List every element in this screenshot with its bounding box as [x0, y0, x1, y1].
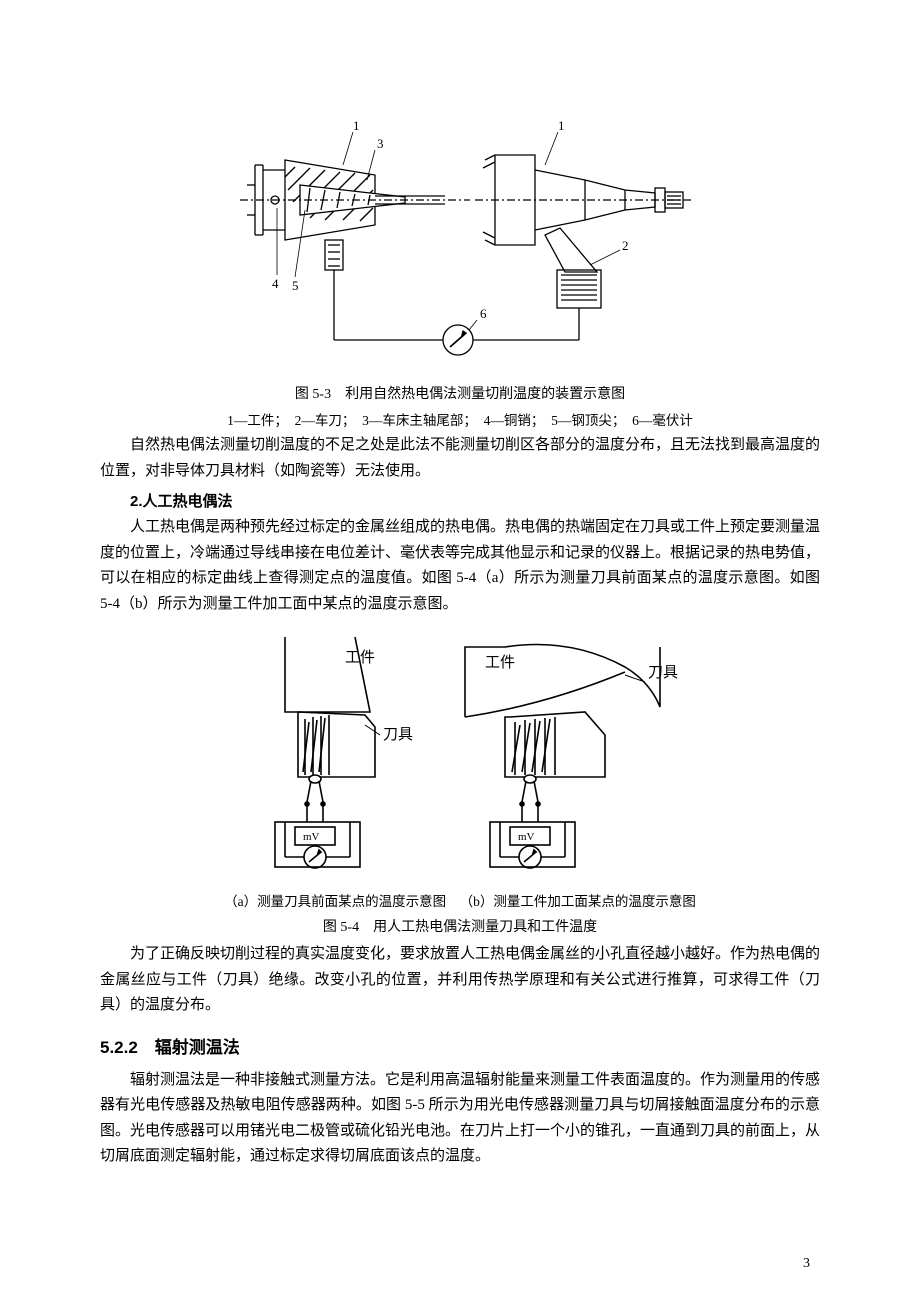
fig53-label-5: 5: [292, 278, 299, 293]
figure-5-4-caption: 图 5-4 用人工热电偶法测量刀具和工件温度: [100, 916, 820, 936]
paragraph-4: 辐射测温法是一种非接触式测量方法。它是利用高温辐射能量来测量工件表面温度的。作为…: [100, 1068, 820, 1170]
fig54b-workpiece: 工件: [485, 654, 515, 671]
figure-5-4-sub-a: （a）测量刀具前面某点的温度示意图: [224, 890, 446, 910]
figure-5-4: 工件 刀具 mV 工件 刀具 mV: [100, 627, 820, 882]
fig53-label-6: 6: [480, 306, 487, 321]
paragraph-2: 人工热电偶是两种预先经过标定的金属丝组成的热电偶。热电偶的热端固定在刀具或工件上…: [100, 515, 820, 617]
figure-5-4-subcaptions: （a）测量刀具前面某点的温度示意图 （b）测量工件加工面某点的温度示意图: [100, 890, 820, 910]
fig53-label-1: 1: [353, 118, 360, 133]
paragraph-1: 自然热电偶法测量切削温度的不足之处是此法不能测量切削区各部分的温度分布，且无法找…: [100, 433, 820, 484]
figure-5-3-caption: 图 5-3 利用自然热电偶法测量切削温度的装置示意图: [100, 383, 820, 403]
fig54a-mv: mV: [303, 831, 320, 843]
heading-2: 2.人工热电偶法: [100, 490, 820, 511]
fig54b-tool: 刀具: [648, 665, 678, 681]
fig53-label-1b: 1: [558, 118, 565, 133]
figure-5-3-svg: 1 3 1 2 4 5 6: [225, 110, 695, 370]
fig54a-workpiece: 工件: [345, 649, 375, 666]
figure-5-4-svg: 工件 刀具 mV 工件 刀具 mV: [225, 627, 695, 877]
fig53-label-4: 4: [272, 276, 279, 291]
fig54b-mv: mV: [518, 831, 535, 843]
fig53-label-3: 3: [377, 136, 384, 151]
page-number: 3: [803, 1256, 810, 1272]
figure-5-3: 1 3 1 2 4 5 6: [100, 110, 820, 375]
paragraph-3: 为了正确反映切削过程的真实温度变化，要求放置人工热电偶金属丝的小孔直径越小越好。…: [100, 942, 820, 1019]
section-5-2-2-heading: 5.2.2 辐射测温法: [100, 1033, 820, 1058]
figure-5-4-sub-b: （b）测量工件加工面某点的温度示意图: [460, 890, 696, 910]
fig53-label-2: 2: [622, 238, 629, 253]
fig54a-tool: 刀具: [383, 727, 413, 743]
figure-5-3-legend: 1—工件； 2—车刀； 3—车床主轴尾部； 4—铜销； 5—钢顶尖； 6—毫伏计: [100, 409, 820, 429]
